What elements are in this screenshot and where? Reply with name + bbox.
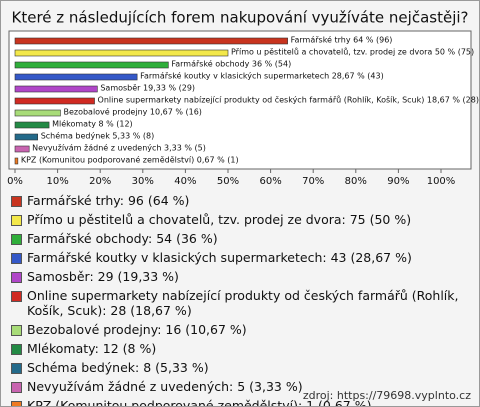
bar-label: KPZ (Komunitou podporované zemědělství) … [21,155,239,165]
x-tick-label: 30% [132,176,154,187]
bar [14,133,39,141]
x-tick-label: 100% [427,176,456,187]
legend-swatch [11,401,22,406]
legend-swatch [11,196,22,207]
legend-item: Online supermarkety nabízející produkty … [9,288,471,318]
legend-item: Farmářské obchody: 54 (36 %) [9,231,471,246]
legend-swatch [11,234,22,245]
bar [14,109,61,117]
bar [14,157,19,165]
legend-item: Mlékomaty: 12 (8 %) [9,341,471,356]
legend-label: Farmářské trhy: 96 (64 %) [27,193,190,208]
bar [14,37,288,45]
bar-label: Mlékomaty 8 % (12) [52,119,133,129]
legend-item: KPZ (Komunitou podporované zemědělství):… [9,398,471,407]
legend-item: Farmářské koutky v klasických supermarke… [9,250,471,265]
legend-label: Schéma bedýnek: 8 (5,33 %) [27,360,209,375]
legend-swatch [11,272,22,283]
legend-label: Farmářské obchody: 54 (36 %) [27,231,218,246]
bar [14,121,50,129]
legend-label: Online supermarkety nabízející produkty … [27,288,459,318]
legend-label: KPZ (Komunitou podporované zemědělství):… [27,398,372,407]
legend: Farmářské trhy: 96 (64 %) Přímo u pěstite… [9,193,471,407]
bar-label: Přímo u pěstitelů a chovatelů, tzv. prod… [231,47,474,57]
legend-swatch [11,363,22,374]
bar-label: Nevyužívám žádné z uvedených 3,33 % (5) [32,143,206,153]
legend-item: Samosběr: 29 (19,33 %) [9,269,471,284]
x-tick-label: 20% [89,176,111,187]
chart-title: Které z následujících forem nakupování v… [12,9,469,27]
plot: Které z následujících forem nakupování v… [7,9,479,188]
legend-label: Bezobalové prodejny: 16 (10,67 %) [27,322,247,337]
legend-swatch [11,291,22,302]
legend-swatch [11,325,22,336]
bar-label: Bezobalové prodejny 10,67 % (16) [63,107,201,117]
x-tick-label: 50% [217,176,239,187]
x-tick-label: 60% [259,176,281,187]
x-tick-label: 70% [302,176,324,187]
legend-swatch [11,253,22,264]
legend-item: Přímo u pěstitelů a chovatelů, tzv. prod… [9,212,471,227]
legend-swatch [11,382,22,393]
legend-label: Samosběr: 29 (19,33 %) [27,269,179,284]
x-tick-label: 40% [174,176,196,187]
legend-label: Farmářské koutky v klasických supermarke… [27,250,412,265]
bar-label: Farmářské obchody 36 % (54) [171,59,291,69]
bar-label: Online supermarkety nabízející produkty … [98,95,479,105]
legend-swatch [11,344,22,355]
legend-item: Schéma bedýnek: 8 (5,33 %) [9,360,471,375]
legend-label: Mlékomaty: 12 (8 %) [27,341,157,356]
bar [14,145,30,153]
bar [14,97,95,105]
bar-label: Farmářské koutky v klasických supermarke… [140,71,384,81]
bar-label: Schéma bedýnek 5,33 % (8) [41,131,155,141]
legend-swatch [11,215,22,226]
source: zdroj: https://79698.vyplnto.cz [302,389,471,402]
legend-item: Farmářské trhy: 96 (64 %) [9,193,471,208]
x-tick-label: 10% [46,176,68,187]
x-tick-label: 90% [387,176,409,187]
legend-label: Přímo u pěstitelů a chovatelů, tzv. prod… [27,212,412,227]
x-tick-label: 0% [7,176,23,187]
x-tick-label: 80% [345,176,367,187]
bar-label: Farmářské trhy 64 % (96) [291,35,393,45]
bar [14,49,229,57]
legend-item: Bezobalové prodejny: 16 (10,67 %) [9,322,471,337]
bar-label: Samosběr 19,33 % (29) [100,84,195,93]
legend-label: Nevyužívám žádné z uvedených: 5 (3,33 %) [27,379,303,394]
bar [14,61,169,69]
bar [14,73,138,81]
bar [14,85,98,93]
legend-item: Nevyužívám žádné z uvedených: 5 (3,33 %) [9,379,471,394]
